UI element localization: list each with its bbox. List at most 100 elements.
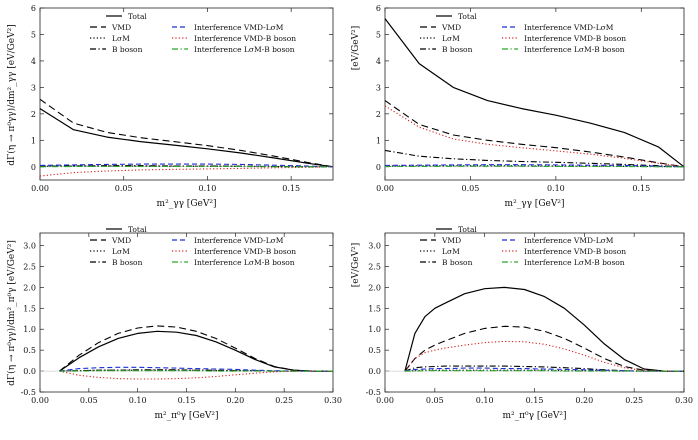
x-tick-label: 0.00	[376, 184, 394, 193]
x-tick-label: 0.15	[178, 396, 196, 405]
legend-label-5: Interference VMD-LσM	[524, 236, 614, 245]
x-tick-label: 0.10	[476, 396, 494, 405]
series-line-1	[40, 109, 333, 167]
y-axis-label: dΓ(η → π⁰γγ)/dm²_π⁰γ [eV/GeV²]	[6, 240, 17, 386]
x-tick-label: 0.10	[547, 184, 565, 193]
legend-label-2: VMD	[111, 23, 131, 32]
x-axis-label: m²_π⁰γ [GeV²]	[154, 411, 218, 421]
y-tick-label: 2.5	[368, 262, 381, 271]
y-tick-label: 1.0	[368, 325, 381, 334]
legend-label-2: VMD	[441, 236, 461, 245]
x-tick-label: 0.10	[199, 184, 217, 193]
y-axis-label: dΓ(η → π⁰γγ)/dm²_γγ [eV/GeV²]	[6, 24, 17, 166]
y-tick-label: 0.0	[368, 367, 381, 376]
y-tick-label: 3	[376, 83, 381, 92]
legend-label-7: Interference LσM-B boson	[524, 258, 625, 267]
y-tick-label: 5	[31, 30, 36, 39]
y-tick-label: 4	[376, 57, 381, 66]
series-line-1	[405, 287, 684, 371]
x-tick-label: 0.00	[31, 184, 49, 193]
legend-label-6: Interference VMD-B boson	[524, 247, 626, 256]
legend-label-4: B boson	[112, 45, 143, 54]
y-tick-label: 2.0	[23, 283, 36, 292]
x-tick-label: 0.15	[632, 184, 650, 193]
y-tick-label: 3	[31, 83, 36, 92]
legend-label-7: Interference LσM-B boson	[194, 258, 295, 267]
y-tick-label: 0	[376, 163, 381, 172]
y-axis-label: [eV/GeV²]	[351, 243, 361, 288]
legend-label-1: Total	[458, 12, 477, 21]
series-line-1	[60, 331, 334, 371]
y-tick-label: 3.0	[368, 242, 381, 251]
x-tick-label: 0.05	[426, 396, 444, 405]
legend: Total VMD LσM B boson Interference VMD-LσM In…	[420, 225, 626, 267]
legend-label-4: B boson	[112, 258, 143, 267]
series-line-6	[385, 106, 684, 167]
legend-label-3: LσM	[442, 34, 460, 43]
y-tick-label: 1	[376, 136, 381, 145]
y-tick-label: 6	[376, 4, 381, 13]
x-tick-label: 0.20	[226, 396, 244, 405]
y-axis-label: [eV/GeV²]	[351, 26, 361, 71]
x-tick-label: 0.25	[625, 396, 643, 405]
y-tick-label: 2	[31, 110, 36, 119]
legend-label-7: Interference LσM-B boson	[194, 45, 295, 54]
y-tick-label: 2	[376, 110, 381, 119]
y-tick-label: 1.5	[23, 304, 36, 313]
legend-label-1: Total	[128, 12, 147, 21]
legend-label-3: LσM	[442, 247, 460, 256]
y-tick-label: 6	[31, 4, 36, 13]
legend-label-3: LσM	[112, 247, 130, 256]
x-axis-label: m²_π⁰γ [GeV²]	[502, 411, 566, 421]
y-tick-label: 1.5	[368, 304, 381, 313]
x-tick-label: 0.15	[526, 396, 544, 405]
x-tick-label: 0.10	[129, 396, 147, 405]
x-tick-label: 0.25	[275, 396, 293, 405]
legend-label-5: Interference VMD-LσM	[194, 236, 284, 245]
legend-label-1: Total	[128, 225, 147, 234]
x-tick-label: 0.00	[376, 396, 394, 405]
x-tick-label: 0.20	[575, 396, 593, 405]
x-tick-label: 0.00	[31, 396, 49, 405]
legend-label-7: Interference LσM-B boson	[524, 45, 625, 54]
y-tick-label: 0.0	[23, 367, 36, 376]
x-tick-label: 0.15	[282, 184, 300, 193]
x-tick-label: 0.30	[324, 396, 342, 405]
series-line-6	[60, 371, 334, 379]
y-tick-label: 3.0	[23, 242, 36, 251]
x-tick-label: 0.30	[675, 396, 693, 405]
y-tick-label: 2.0	[368, 283, 381, 292]
legend-label-4: B boson	[442, 258, 473, 267]
y-tick-label: 0.5	[368, 346, 381, 355]
legend-label-2: VMD	[441, 23, 461, 32]
series-line-2	[405, 326, 684, 371]
x-tick-label: 0.05	[80, 396, 98, 405]
y-tick-label: 0.5	[23, 346, 36, 355]
y-tick-label: 4	[31, 57, 36, 66]
legend-label-6: Interference VMD-B boson	[194, 34, 296, 43]
series-line-6	[40, 167, 333, 176]
y-tick-label: 1.0	[23, 325, 36, 334]
legend-label-5: Interference VMD-LσM	[194, 23, 284, 32]
legend-label-4: B boson	[442, 45, 473, 54]
legend-label-1: Total	[458, 225, 477, 234]
x-tick-label: 0.05	[115, 184, 133, 193]
series-line-2	[60, 326, 334, 371]
y-tick-label: 2.5	[23, 262, 36, 271]
x-axis-label: m²_γγ [GeV²]	[157, 199, 217, 209]
legend: Total VMD LσM B boson Interference VMD-LσM In…	[420, 12, 626, 54]
legend-label-5: Interference VMD-LσM	[524, 23, 614, 32]
series-line-2	[40, 99, 333, 167]
legend-label-6: Interference VMD-B boson	[524, 34, 626, 43]
legend-label-6: Interference VMD-B boson	[194, 247, 296, 256]
x-axis-label: m²_γγ [GeV²]	[505, 199, 565, 209]
y-tick-label: 0	[31, 163, 36, 172]
